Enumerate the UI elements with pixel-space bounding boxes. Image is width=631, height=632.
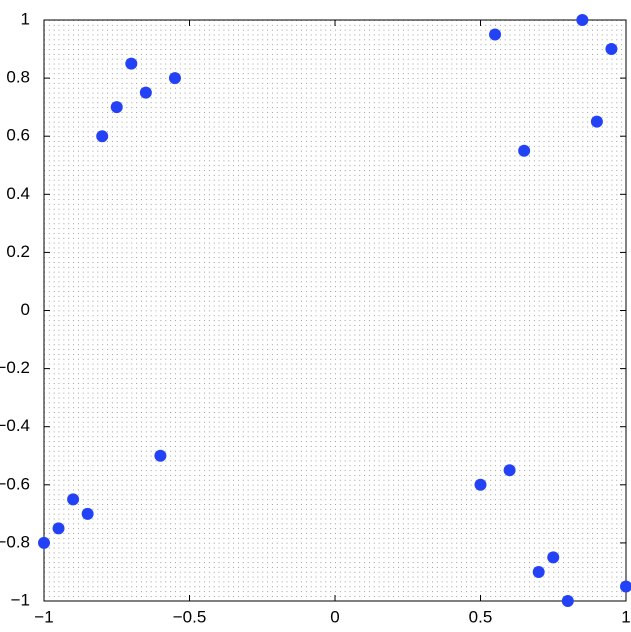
point xyxy=(503,464,516,477)
point xyxy=(547,551,560,564)
x-tick-label: 0 xyxy=(330,607,339,626)
y-tick-label: 0.4 xyxy=(6,184,30,203)
point xyxy=(67,493,80,506)
y-tick-label: −0.4 xyxy=(0,416,30,435)
point xyxy=(590,115,603,128)
point xyxy=(489,28,502,41)
point xyxy=(561,595,574,607)
point xyxy=(154,449,167,462)
x-tick-label: −0.5 xyxy=(173,607,207,626)
point xyxy=(620,580,631,593)
point xyxy=(605,43,618,56)
y-tick-label: 0 xyxy=(21,300,30,319)
point xyxy=(532,565,545,578)
y-tick-label: −1 xyxy=(11,590,30,609)
x-tick-label: 0.5 xyxy=(469,607,493,626)
x-tick-label: 1 xyxy=(621,607,630,626)
y-tick-label: 0.6 xyxy=(6,126,30,145)
y-tick-label: 0.8 xyxy=(6,68,30,87)
point xyxy=(110,101,123,114)
y-tick-label: −0.8 xyxy=(0,532,30,551)
point xyxy=(38,536,50,549)
point xyxy=(518,144,531,157)
point xyxy=(474,478,487,491)
point xyxy=(168,72,181,85)
x-tick-label: −1 xyxy=(34,607,53,626)
point xyxy=(576,14,589,26)
point xyxy=(139,86,152,99)
dotted-background xyxy=(44,20,626,601)
point xyxy=(125,57,138,70)
y-tick-label: −0.6 xyxy=(0,474,30,493)
y-tick-label: −0.2 xyxy=(0,358,30,377)
point xyxy=(81,507,94,520)
point xyxy=(52,522,65,535)
plot-frame xyxy=(43,19,627,602)
y-tick-label: 0.2 xyxy=(6,242,30,261)
point xyxy=(96,130,109,143)
y-tick-label: 1 xyxy=(21,9,30,28)
